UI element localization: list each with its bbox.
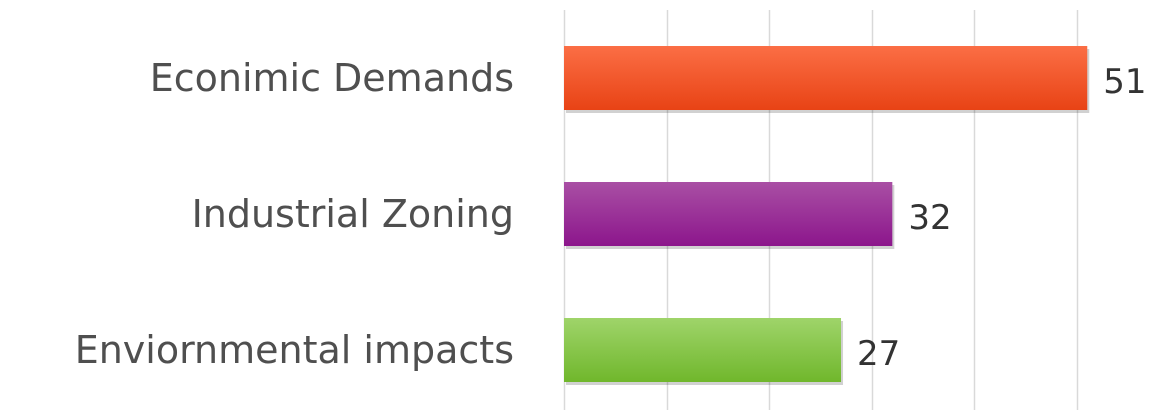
value-label-enviornmental-impacts: 27 — [857, 334, 900, 374]
bars — [564, 46, 1090, 385]
category-label-industrial-zoning: Industrial Zoning — [192, 192, 514, 236]
category-label-econimic-demands: Econimic Demands — [150, 56, 514, 100]
bar-industrial-zoning — [564, 182, 893, 246]
value-label-econimic-demands: 51 — [1103, 62, 1146, 102]
labels: Econimic Demands 51 Industrial Zoning 32 Env… — [75, 56, 1147, 374]
value-label-industrial-zoning: 32 — [908, 198, 951, 238]
bar-enviornmental-impacts — [564, 318, 842, 382]
bar-econimic-demands — [564, 46, 1088, 110]
category-label-enviornmental-impacts: Enviornmental impacts — [75, 328, 514, 372]
